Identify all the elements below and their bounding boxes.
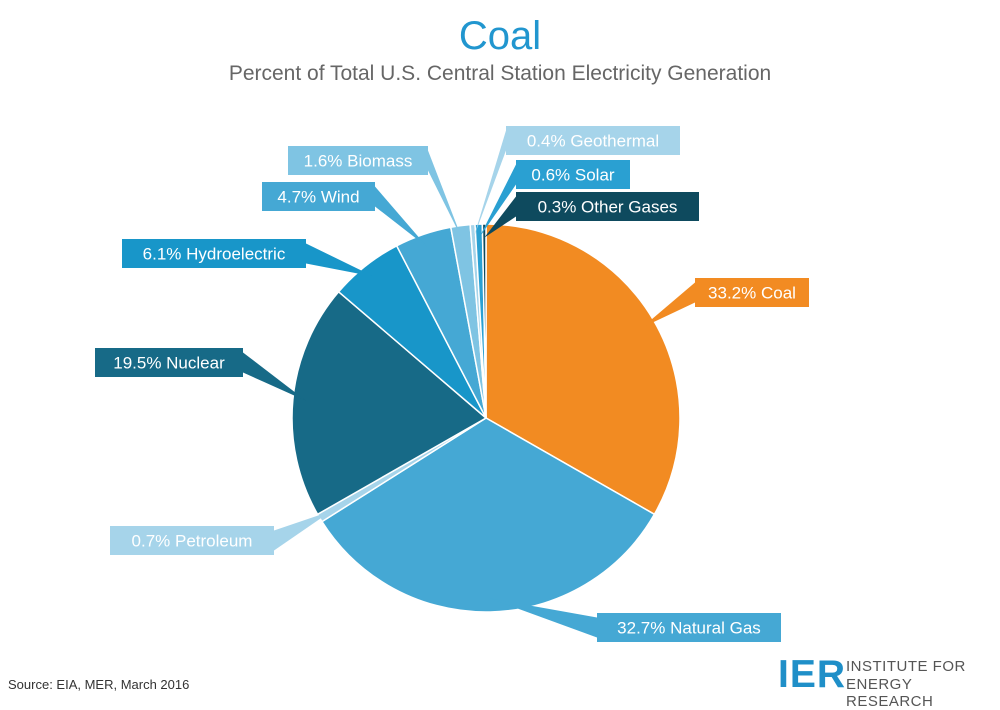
label-box-solar bbox=[516, 160, 630, 189]
logo-line-2: ENERGY RESEARCH bbox=[846, 676, 934, 710]
data-label-solar: 0.6% Solar bbox=[531, 166, 614, 185]
pie-slice-natural-gas bbox=[320, 417, 656, 613]
label-pointer-solar bbox=[479, 164, 516, 238]
label-box-coal bbox=[695, 278, 809, 307]
data-label-petroleum: 0.7% Petroleum bbox=[132, 532, 253, 551]
label-box-natural-gas bbox=[597, 613, 781, 642]
chart-title: Coal bbox=[458, 14, 542, 58]
label-pointer-natural-gas bbox=[490, 598, 597, 638]
label-box-hydroelectric bbox=[122, 239, 306, 268]
data-label-wind: 4.7% Wind bbox=[277, 188, 359, 207]
label-pointer-biomass bbox=[428, 150, 463, 240]
logo-mark: IER bbox=[778, 653, 847, 696]
source-note: Source: EIA, MER, March 2016 bbox=[8, 677, 190, 692]
logo-line-1: INSTITUTE FOR bbox=[846, 658, 966, 675]
label-pointer-wind bbox=[375, 186, 428, 248]
label-pointer-hydroelectric bbox=[306, 243, 374, 277]
data-label-geothermal: 0.4% Geothermal bbox=[527, 132, 659, 151]
label-pointer-coal bbox=[642, 282, 695, 328]
label-pointer-geothermal bbox=[473, 130, 506, 238]
label-box-petroleum bbox=[110, 526, 274, 555]
data-label-coal: 33.2% Coal bbox=[708, 284, 796, 303]
label-pointer-petroleum bbox=[274, 511, 332, 551]
label-box-nuclear bbox=[95, 348, 243, 377]
data-label-other-gases: 0.3% Other Gases bbox=[538, 198, 678, 217]
pie-slice-nuclear bbox=[291, 290, 488, 516]
ier-logo: IER INSTITUTE FOR ENERGY RESEARCH bbox=[778, 653, 993, 710]
chart-subtitle: Percent of Total U.S. Central Station El… bbox=[228, 62, 772, 85]
label-pointer-other-gases bbox=[484, 196, 516, 238]
label-box-biomass bbox=[288, 146, 428, 175]
data-label-nuclear: 19.5% Nuclear bbox=[113, 354, 225, 373]
pie-slice-other-gases bbox=[481, 223, 487, 419]
label-box-geothermal bbox=[506, 126, 680, 155]
label-box-wind bbox=[262, 182, 375, 211]
data-label-natural-gas: 32.7% Natural Gas bbox=[617, 619, 761, 638]
label-pointer-nuclear bbox=[243, 352, 307, 401]
data-label-biomass: 1.6% Biomass bbox=[304, 152, 413, 171]
label-box-other-gases bbox=[516, 192, 699, 221]
data-label-hydroelectric: 6.1% Hydroelectric bbox=[143, 245, 286, 264]
